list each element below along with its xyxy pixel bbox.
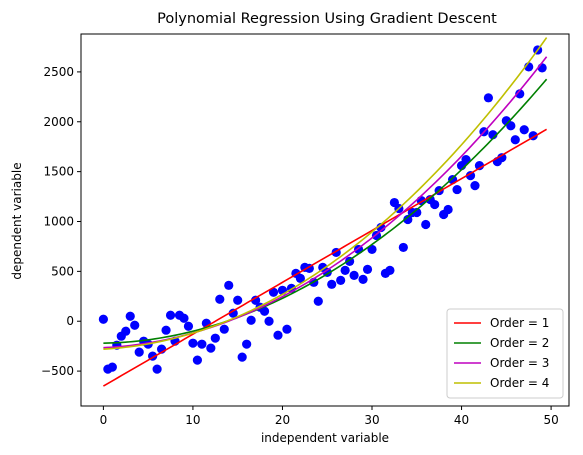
- data-point: [152, 364, 162, 374]
- regression-line-order-1: [102, 128, 548, 387]
- data-point: [452, 184, 462, 195]
- data-point: [358, 274, 368, 284]
- y-tick-label: 500: [51, 264, 74, 278]
- data-point: [179, 313, 189, 323]
- data-point: [443, 204, 453, 215]
- data-point: [251, 295, 261, 305]
- data-point: [349, 270, 359, 280]
- data-point: [465, 171, 476, 181]
- chart-title: Polynomial Regression Using Gradient Des…: [157, 11, 497, 27]
- data-point: [336, 275, 346, 285]
- regression-line-order-3: [103, 56, 548, 349]
- data-point: [130, 320, 140, 330]
- y-axis: −500 0 500 1000 1500 2000 2500: [41, 65, 81, 378]
- y-axis-label: dependent variable: [10, 162, 24, 279]
- x-tick-label: 20: [275, 413, 290, 427]
- data-point: [210, 333, 220, 343]
- y-tick-label: 2000: [43, 115, 74, 129]
- data-point: [398, 242, 408, 253]
- y-tick-label: 1500: [43, 165, 74, 179]
- data-point: [219, 324, 229, 334]
- data-point: [242, 339, 252, 349]
- data-point: [412, 207, 422, 218]
- chart-legend: Order = 1 Order = 2 Order = 3 Order = 4: [446, 308, 564, 399]
- data-point: [497, 153, 507, 163]
- regression-line-order-2: [103, 78, 548, 344]
- data-point: [98, 314, 108, 324]
- x-tick-label: 40: [454, 413, 469, 427]
- data-point: [206, 343, 216, 353]
- x-tick-label: 0: [100, 413, 108, 427]
- data-point: [183, 321, 194, 331]
- data-point: [470, 180, 480, 191]
- data-point: [506, 121, 516, 131]
- data-point: [313, 296, 323, 306]
- data-point: [228, 308, 238, 318]
- data-point: [362, 264, 373, 274]
- x-tick-label: 10: [185, 413, 200, 427]
- data-point: [461, 155, 471, 165]
- data-point: [246, 315, 256, 325]
- plot-area: [80, 33, 570, 407]
- y-tick-label: −500: [41, 364, 74, 378]
- data-point: [519, 125, 529, 135]
- data-point: [233, 295, 243, 305]
- data-point: [107, 362, 117, 372]
- data-point: [515, 89, 525, 99]
- data-point: [483, 93, 494, 103]
- data-point: [215, 294, 225, 304]
- data-point: [192, 355, 203, 365]
- regression-line-order-4: [103, 37, 548, 350]
- data-point: [268, 287, 279, 297]
- x-tick-label: 30: [364, 413, 379, 427]
- y-tick-label: 2500: [43, 65, 74, 79]
- data-point: [134, 347, 144, 357]
- x-axis-label: independent variable: [261, 431, 389, 445]
- data-point: [340, 265, 350, 275]
- data-point: [510, 135, 520, 145]
- data-point: [273, 330, 283, 340]
- data-point: [121, 326, 131, 336]
- data-point: [264, 316, 274, 326]
- legend-label: Order = 1: [490, 316, 549, 330]
- data-point: [237, 352, 247, 362]
- data-point: [295, 273, 305, 283]
- data-point: [421, 219, 431, 230]
- data-point: [125, 311, 135, 321]
- data-point: [224, 280, 234, 290]
- data-point: [385, 265, 395, 275]
- y-tick-label: 1000: [43, 214, 74, 228]
- x-tick-label: 50: [543, 413, 558, 427]
- data-point: [474, 161, 485, 171]
- data-point: [403, 214, 413, 225]
- data-point: [367, 244, 377, 255]
- legend-label: Order = 3: [490, 356, 549, 370]
- data-point: [197, 339, 207, 349]
- data-point: [327, 279, 337, 289]
- x-axis: 0 10 20 30 40 50: [100, 406, 559, 427]
- data-point: [430, 199, 440, 210]
- y-tick-label: 0: [66, 314, 74, 328]
- data-point: [161, 325, 171, 335]
- legend-label: Order = 2: [490, 336, 549, 350]
- data-point: [282, 324, 292, 334]
- data-point: [259, 306, 270, 316]
- legend-label: Order = 4: [490, 376, 549, 390]
- data-point: [188, 338, 198, 348]
- legend-box: [446, 308, 564, 399]
- axes-frame: [80, 33, 570, 407]
- data-point: [165, 310, 176, 320]
